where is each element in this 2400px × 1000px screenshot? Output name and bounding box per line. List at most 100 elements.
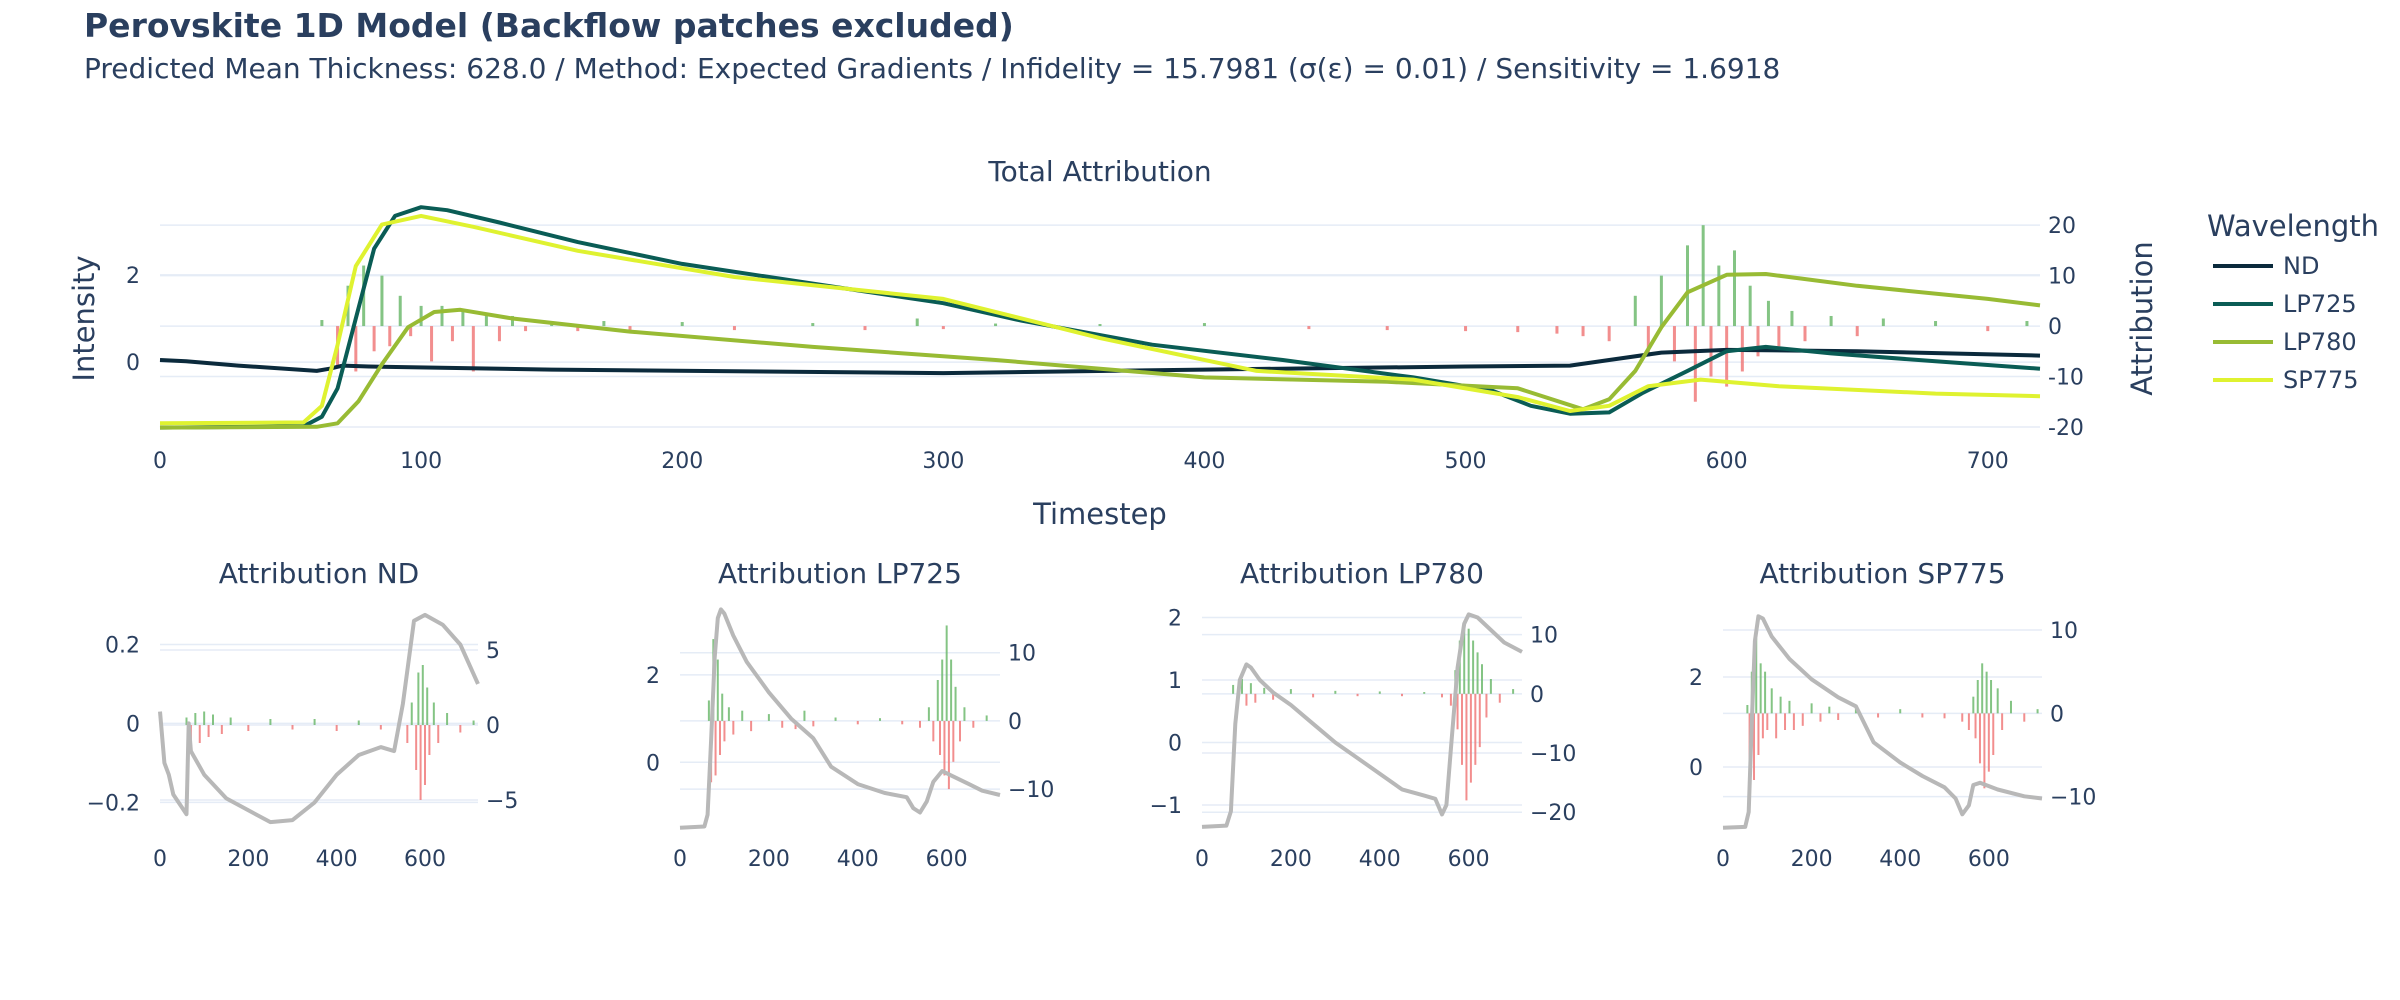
sp775-attribution-bar — [1987, 713, 1990, 772]
sp775-y2-tick-label: 10 — [2050, 619, 2078, 644]
main-attribution-bar — [398, 295, 402, 327]
main-y-tick-label: 2 — [126, 264, 140, 289]
nd-y-tick-label: −0.2 — [87, 791, 140, 816]
main-attribution-bar — [1686, 245, 1689, 327]
main-attribution-bar — [1777, 326, 1781, 347]
nd-x-tick-label: 0 — [153, 847, 167, 872]
sp775-x-tick-label: 0 — [1716, 847, 1730, 872]
lp725-attribution-bar — [723, 720, 726, 742]
nd-attribution-bar — [198, 725, 201, 743]
main-attribution-bar — [1934, 321, 1938, 327]
main-attribution-bar — [1748, 285, 1752, 327]
lp725-attribution-bar — [721, 693, 724, 721]
lp780-attribution-bar — [1356, 693, 1359, 697]
legend-title: Wavelength — [2207, 209, 2379, 243]
nd-attribution-bar — [415, 725, 418, 770]
main-attribution-bar — [1725, 326, 1729, 387]
lp780-attribution-bar — [1512, 689, 1515, 694]
main-attribution-bar — [680, 322, 684, 327]
main-attribution-bar — [1202, 323, 1206, 327]
nd-x-tick-label: 400 — [316, 847, 358, 872]
nd-attribution-bar — [247, 725, 250, 731]
main-attribution-bar — [354, 326, 358, 372]
sp775-attribution-bar — [1996, 688, 1999, 714]
main-attribution-bar — [1555, 326, 1559, 334]
lp725-intensity-line — [679, 607, 1001, 830]
lp780-attribution-bar — [1232, 684, 1235, 694]
lp725-attribution-bar — [941, 659, 944, 721]
lp725-attribution-bar — [919, 720, 921, 728]
lp725-attribution-bar — [901, 720, 904, 725]
lp725-attribution-bar — [932, 720, 935, 742]
nd-attribution-bar — [417, 672, 420, 725]
sp775-attribution-bar — [1764, 671, 1767, 714]
lp780-attribution-bar — [1458, 640, 1461, 694]
nd-attribution-bar — [229, 717, 232, 725]
nd-attribution-bar — [207, 725, 210, 737]
sp775-attribution-bar — [1792, 713, 1795, 730]
lp780-y-tick-label: 1 — [1168, 669, 1182, 694]
main-x-tick-label: 200 — [661, 449, 703, 474]
lp725-attribution-bar — [707, 700, 710, 721]
main-y2-tick-label: 20 — [2048, 214, 2076, 239]
lp725-y2-tick-label: 10 — [1008, 642, 1036, 667]
nd-attribution-bar — [335, 725, 338, 731]
nd-y2-tick-label: 5 — [486, 639, 500, 664]
main-attribution-bar — [461, 310, 465, 327]
main-attribution-bar — [994, 323, 998, 327]
main-x-tick-label: 100 — [400, 449, 442, 474]
lp780-attribution-bar — [1456, 693, 1459, 730]
sp775-attribution-bar — [1746, 705, 1749, 714]
main-x-tick-label: 0 — [153, 449, 167, 474]
nd-x-tick-label: 600 — [404, 847, 446, 872]
series-line-nd — [159, 347, 2041, 376]
main-attribution-bar — [1855, 326, 1859, 337]
sp775-attribution-bar — [1978, 713, 1981, 764]
main-attribution-bar — [1385, 326, 1389, 331]
lp780-x-tick-label: 200 — [1270, 847, 1312, 872]
sp775-attribution-bar — [1828, 706, 1831, 714]
main-attribution-bar — [1701, 225, 1705, 327]
lp725-attribution-bar — [952, 720, 955, 762]
lp780-intensity-line — [1201, 612, 1523, 829]
nd-attribution-bar — [291, 725, 294, 730]
sp775-attribution-bar — [1972, 696, 1975, 714]
lp725-attribution-bar — [781, 720, 784, 728]
lp780-x-tick-label: 0 — [1195, 847, 1209, 872]
lp780-attribution-bar — [1312, 693, 1315, 698]
lp725-attribution-bar — [959, 720, 961, 742]
sp775-attribution-bar — [1961, 713, 1964, 722]
sp775-attribution-bar — [1759, 663, 1762, 714]
sp775-attribution-bar — [1974, 713, 1977, 739]
series-line-sp775 — [159, 213, 2041, 426]
nd-attribution-bar — [406, 725, 409, 743]
main-x-tick-label: 600 — [1706, 449, 1748, 474]
nd-y-tick-label: 0 — [126, 712, 140, 737]
sp775-x-tick-label: 200 — [1791, 847, 1833, 872]
main-y-axis-title: Intensity — [67, 255, 101, 381]
sp775-attribution-bar — [1943, 713, 1946, 719]
sp775-attribution-bar — [1983, 713, 1986, 789]
sp775-attribution-bar — [1899, 709, 1902, 714]
lp725-x-tick-label: 0 — [673, 847, 687, 872]
main-attribution-bar — [320, 320, 324, 327]
lp780-y-tick-label: 2 — [1168, 607, 1182, 632]
lp725-attribution-bar — [812, 720, 815, 727]
main-attribution-bar — [1790, 310, 1794, 327]
sp775-x-tick-label: 600 — [1968, 847, 2010, 872]
nd-attribution-bar — [313, 719, 316, 725]
main-attribution-bar — [1098, 324, 1102, 327]
legend-item-lp725: LP725 — [2283, 290, 2357, 318]
main-attribution-bar — [497, 326, 501, 342]
main-attribution-bar — [524, 326, 528, 332]
main-y2-tick-label: -20 — [2048, 416, 2084, 441]
main-y2-tick-label: -10 — [2048, 366, 2084, 391]
main-attribution-bar — [2025, 321, 2029, 327]
lp725-y2-tick-label: 0 — [1008, 710, 1022, 735]
main-attribution-bar — [380, 275, 384, 327]
sp775-y-tick-label: 0 — [1689, 756, 1703, 781]
lp725-attribution-bar — [947, 720, 950, 790]
nd-attribution-bar — [212, 714, 214, 725]
main-attribution-bar — [1733, 250, 1736, 327]
lp780-y2-tick-label: 10 — [1530, 624, 1558, 649]
